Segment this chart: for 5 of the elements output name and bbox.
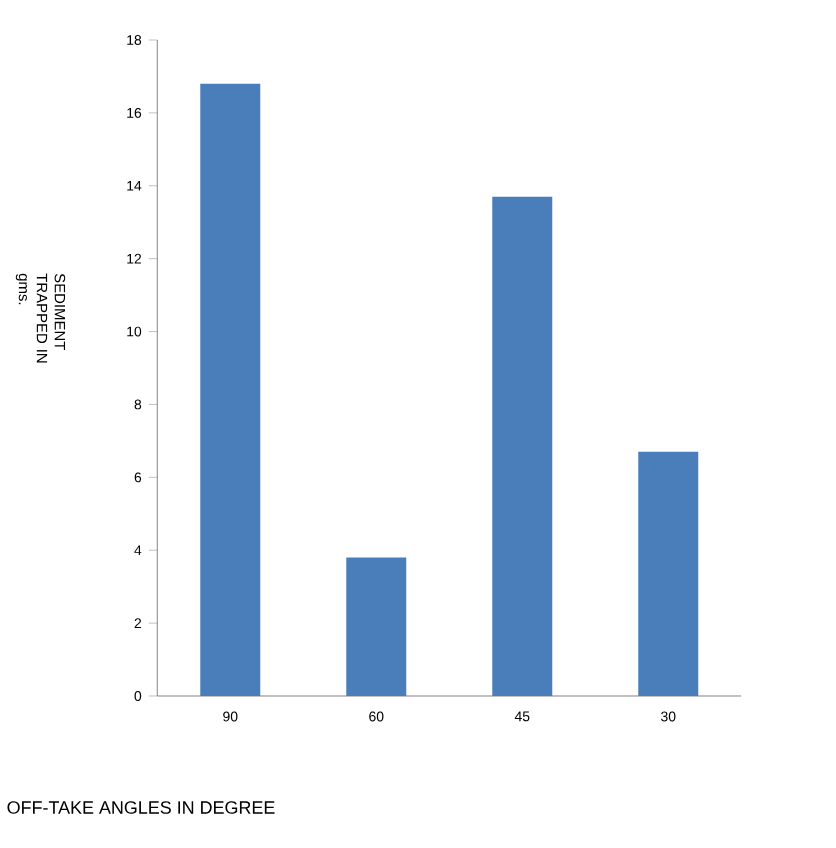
bar bbox=[346, 557, 407, 696]
bar bbox=[200, 83, 261, 696]
bar bbox=[492, 196, 553, 696]
x-axis-title: OFF-TAKE ANGLES IN DEGREE bbox=[7, 801, 275, 814]
bar bbox=[638, 451, 699, 696]
